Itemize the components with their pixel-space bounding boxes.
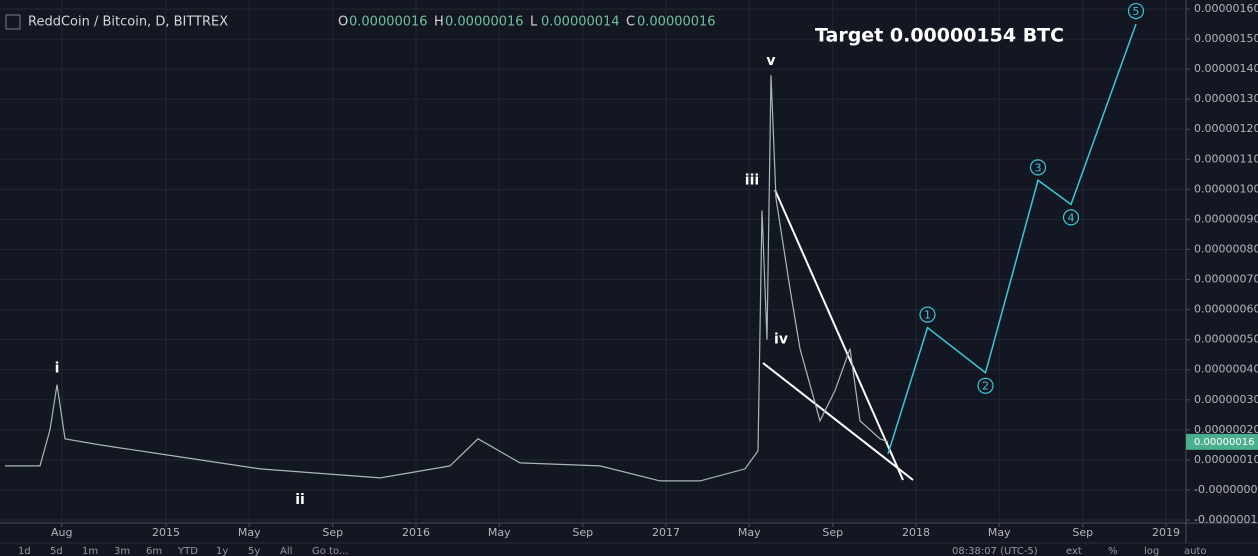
y-tick-label: 0.00000090 — [1194, 212, 1258, 225]
ohlc-value: 0.00000016 — [349, 15, 428, 30]
ohlc-key: O — [338, 15, 348, 30]
y-tick-label: -0.00000010 — [1194, 513, 1258, 526]
x-tick-label: Sep — [322, 526, 343, 539]
axis-toggle[interactable]: log — [1144, 546, 1159, 556]
wave-label: ii — [295, 492, 305, 508]
plot-area — [5, 23, 1137, 482]
y-tick-label: 0.00000080 — [1194, 242, 1258, 255]
range-button[interactable]: YTD — [177, 546, 198, 556]
x-tick-label: May — [238, 526, 261, 539]
x-tick-label: 2019 — [1152, 526, 1180, 539]
range-button[interactable]: 5y — [248, 546, 260, 556]
x-tick-label: 2016 — [402, 526, 430, 539]
y-tick-label: 0.00000100 — [1194, 182, 1258, 195]
grid — [0, 0, 1186, 523]
wave-label: iii — [745, 172, 759, 188]
y-tick-label: 0.00000050 — [1194, 333, 1258, 346]
y-tick-label: 0.00000040 — [1194, 363, 1258, 376]
y-tick-label: 0.00000030 — [1194, 393, 1258, 406]
symbol[interactable]: ReddCoin / Bitcoin, D, BITTREX — [28, 15, 228, 30]
x-tick-label: Sep — [572, 526, 593, 539]
x-tick-label: May — [738, 526, 761, 539]
y-tick-label: 0.00000160 — [1194, 2, 1258, 15]
wave-label: 4 — [1068, 211, 1075, 224]
wave-marker — [919, 306, 936, 323]
wave-label: i — [55, 361, 60, 377]
range-button[interactable]: Go to... — [312, 546, 348, 556]
clock: 08:38:07 (UTC-5) — [952, 546, 1038, 556]
y-tick-label: 0.00000070 — [1194, 273, 1258, 286]
x-tick-label: Sep — [1072, 526, 1093, 539]
x-tick-label: May — [488, 526, 511, 539]
range-button[interactable]: 1d — [18, 546, 31, 556]
y-tick-label: 0.00000140 — [1194, 62, 1258, 75]
icon[interactable] — [5, 14, 21, 30]
x-tick-label: 2017 — [652, 526, 680, 539]
price-axis-panel — [1186, 0, 1258, 543]
x-tick-label: Sep — [822, 526, 843, 539]
wave-marker — [1062, 209, 1080, 226]
wave-label: iv — [774, 332, 788, 348]
wave-label: 3 — [1035, 161, 1042, 174]
wave-marker — [1029, 159, 1047, 176]
y-tick-label: 0.00000020 — [1194, 423, 1258, 436]
chart-title: Target 0.00000154 BTC — [815, 25, 1064, 47]
range-button[interactable]: All — [280, 546, 292, 556]
y-tick-label: -0.00000000 — [1194, 483, 1258, 496]
wave-label: 5 — [1133, 5, 1140, 18]
ohlc-value: 0.00000016 — [637, 15, 716, 30]
y-tick-label: 0.00000110 — [1194, 152, 1258, 165]
range-button[interactable]: 1y — [216, 546, 228, 556]
ohlc-value: 0.00000014 — [541, 15, 620, 30]
x-tick-label: Aug — [51, 526, 72, 539]
range-button[interactable]: 3m — [114, 546, 130, 556]
y-tick-label: 0.00000060 — [1194, 303, 1258, 316]
ohlc-key: C — [626, 15, 635, 30]
ohlc-key: L — [530, 15, 538, 30]
wave-marker — [977, 377, 994, 394]
ohlc-value: 0.00000016 — [445, 15, 524, 30]
range-button[interactable]: 5d — [50, 546, 63, 556]
y-tick-label: 0.00000150 — [1194, 32, 1258, 45]
wedge-lower-line — [762, 362, 914, 481]
last-price-tag — [1186, 433, 1258, 450]
projection-line — [887, 23, 1137, 455]
x-tick-label: 2015 — [152, 526, 180, 539]
y-tick-label: 0.00000120 — [1194, 122, 1258, 135]
axis-toggle[interactable]: ext — [1066, 546, 1082, 556]
range-button[interactable]: 6m — [146, 546, 162, 556]
axis-toggle[interactable]: % — [1108, 546, 1118, 556]
wave-label: 1 — [924, 309, 931, 322]
price-line — [5, 75, 889, 482]
x-tick-label: May — [988, 526, 1011, 539]
wedge-upper-line — [774, 189, 904, 481]
wave-marker — [1127, 2, 1145, 20]
last-price-label: 0.00000016 — [1194, 437, 1254, 448]
wave-label: 2 — [982, 380, 989, 393]
wave-label: v — [766, 53, 775, 69]
ohlc-key: H — [434, 15, 444, 30]
x-tick-label: 2018 — [902, 526, 930, 539]
range-button[interactable]: 1m — [82, 546, 98, 556]
axis-toggle[interactable]: auto — [1184, 546, 1207, 556]
y-tick-label: 0.00000130 — [1194, 92, 1258, 105]
y-tick-label: 0.00000010 — [1194, 453, 1258, 466]
